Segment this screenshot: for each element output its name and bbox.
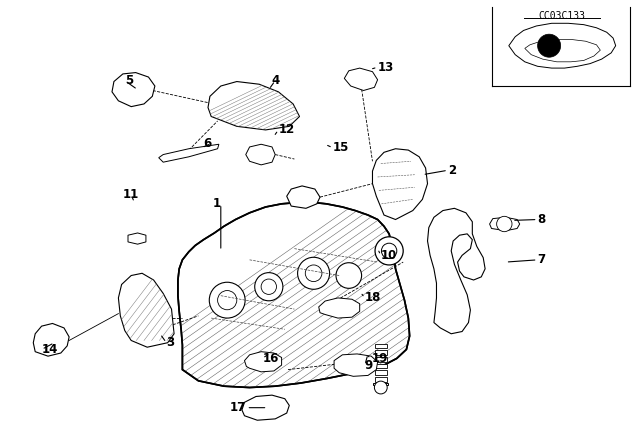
Circle shape <box>305 265 322 282</box>
Text: 7: 7 <box>538 253 546 267</box>
Text: 16: 16 <box>262 352 279 365</box>
Bar <box>375 344 387 348</box>
Text: 2: 2 <box>448 164 456 177</box>
Bar <box>375 357 387 362</box>
Text: 4: 4 <box>271 74 279 87</box>
Text: 6: 6 <box>203 137 211 150</box>
Text: 14: 14 <box>42 343 58 356</box>
Circle shape <box>538 34 561 57</box>
Circle shape <box>375 237 403 265</box>
Polygon shape <box>112 73 155 107</box>
Polygon shape <box>372 149 428 220</box>
Text: 12: 12 <box>278 123 294 137</box>
Circle shape <box>381 243 397 258</box>
Text: CC03C133: CC03C133 <box>538 11 586 21</box>
Polygon shape <box>319 298 360 318</box>
Polygon shape <box>246 144 275 165</box>
Polygon shape <box>242 395 289 420</box>
Text: 8: 8 <box>538 213 546 226</box>
Text: 1: 1 <box>212 197 221 211</box>
Circle shape <box>298 257 330 289</box>
Bar <box>375 370 387 375</box>
Bar <box>375 377 387 382</box>
Polygon shape <box>118 273 174 347</box>
Text: 19: 19 <box>371 352 388 365</box>
Text: 9: 9 <box>365 358 373 372</box>
Polygon shape <box>525 39 600 62</box>
Bar <box>375 364 387 368</box>
Polygon shape <box>428 208 485 334</box>
Polygon shape <box>344 68 378 90</box>
Text: 17: 17 <box>230 401 246 414</box>
Polygon shape <box>159 144 219 162</box>
Polygon shape <box>490 217 520 231</box>
Circle shape <box>261 279 276 294</box>
Polygon shape <box>33 323 69 356</box>
Bar <box>375 350 387 355</box>
Circle shape <box>209 282 245 318</box>
Polygon shape <box>287 186 320 208</box>
Polygon shape <box>334 354 378 376</box>
Circle shape <box>255 273 283 301</box>
Text: 5: 5 <box>125 74 133 87</box>
Circle shape <box>336 263 362 289</box>
Polygon shape <box>178 202 410 388</box>
Polygon shape <box>128 233 146 244</box>
Polygon shape <box>509 23 616 68</box>
Text: 15: 15 <box>333 141 349 155</box>
Text: 18: 18 <box>365 291 381 305</box>
Circle shape <box>218 291 237 310</box>
Circle shape <box>497 216 512 232</box>
Text: 10: 10 <box>381 249 397 262</box>
Polygon shape <box>244 352 282 372</box>
Text: 11: 11 <box>123 188 140 202</box>
Text: 3: 3 <box>166 336 175 349</box>
Circle shape <box>374 381 387 394</box>
Text: 13: 13 <box>378 60 394 74</box>
Polygon shape <box>208 82 300 130</box>
Bar <box>373 383 388 385</box>
